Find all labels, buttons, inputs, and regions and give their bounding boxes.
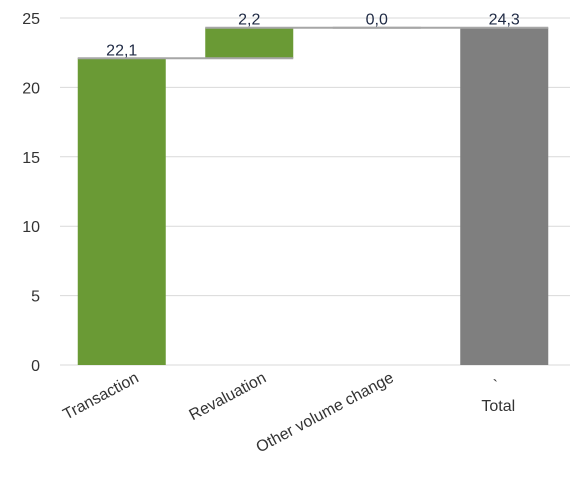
y-tick-label: 5 [31, 289, 40, 306]
y-tick-label: 0 [31, 358, 40, 375]
y-tick-label: 15 [22, 150, 40, 167]
bar-revaluation [205, 27, 294, 59]
bar-total [460, 27, 549, 365]
data-label: 24,3 [489, 12, 520, 29]
y-tick-label: 20 [22, 80, 40, 97]
bar-transaction [77, 58, 166, 365]
stray-mark: ` [493, 378, 498, 395]
x-tick-label: Other volume change [254, 369, 397, 456]
data-label: 0,0 [366, 12, 388, 29]
data-label: 22,1 [106, 42, 137, 59]
x-tick-label: Transaction [60, 370, 141, 424]
y-tick-label: 25 [22, 11, 40, 28]
data-label: 2,2 [238, 12, 260, 29]
y-tick-label: 10 [22, 219, 40, 236]
x-tick-label: Total [481, 398, 515, 415]
x-tick-label: Revaluation [187, 370, 270, 425]
